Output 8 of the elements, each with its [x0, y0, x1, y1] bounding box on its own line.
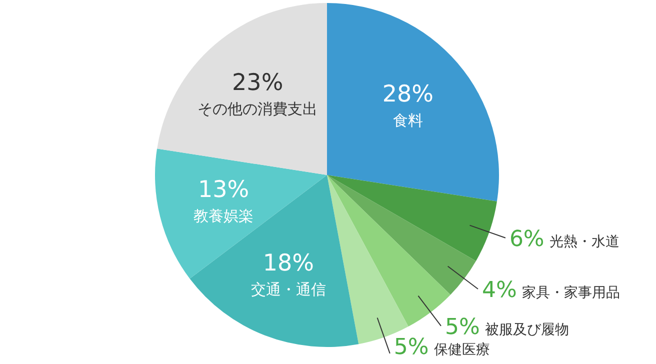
data-label: 4%	[482, 278, 517, 304]
data-label: 5%	[394, 335, 429, 360]
data-label: 6%	[509, 226, 544, 252]
slice-label: 保健医療	[434, 342, 490, 358]
data-label: 5%	[445, 314, 480, 340]
slice-label: 家具・家事用品	[522, 285, 620, 302]
slice-label: 被服及び履物	[484, 322, 569, 338]
slice-label: 光熱・水道	[549, 234, 620, 250]
